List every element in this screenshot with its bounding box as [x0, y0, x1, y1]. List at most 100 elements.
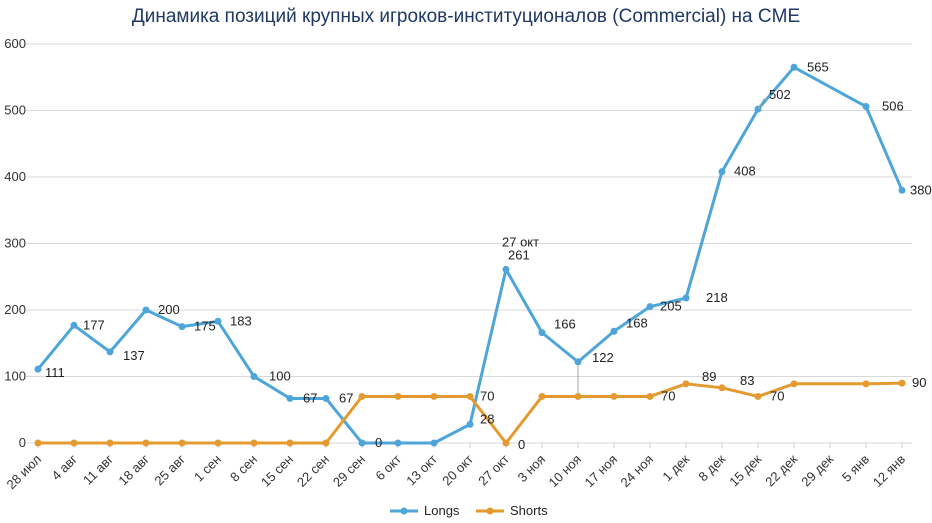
data-label-longs: 111 [45, 365, 65, 380]
data-label-longs: 100 [269, 369, 291, 384]
x-tick-label: 5 янв [839, 451, 872, 484]
x-tick-label: 17 ноя [582, 452, 621, 491]
data-label-longs: 28 [480, 411, 494, 426]
data-label-shorts: 90 [912, 375, 926, 390]
data-label-longs: 177 [83, 317, 105, 332]
data-point-shorts [106, 439, 114, 447]
y-tick-label: 0 [19, 435, 26, 450]
data-point-shorts [214, 439, 222, 447]
data-point-longs [466, 420, 474, 428]
data-label-shorts: 70 [480, 388, 494, 403]
data-point-shorts [718, 384, 726, 392]
data-point-longs [718, 168, 726, 176]
data-label-longs: 205 [660, 299, 682, 314]
x-tick-label: 11 авг [80, 451, 116, 487]
data-point-shorts [70, 439, 78, 447]
data-point-shorts [646, 392, 654, 400]
data-point-longs [790, 63, 798, 71]
data-point-longs [682, 294, 690, 302]
data-label-longs: 67 [303, 390, 317, 405]
x-tick-label: 18 авг [115, 451, 152, 488]
data-point-longs [286, 394, 294, 402]
data-label-longs: 218 [706, 290, 728, 305]
data-point-longs [34, 365, 42, 373]
data-label-shorts: 0 [518, 437, 525, 452]
x-tick-label: 25 авг [151, 451, 188, 488]
y-tick-label: 100 [4, 369, 26, 384]
data-point-shorts [574, 392, 582, 400]
legend-swatch-marker [400, 507, 408, 515]
data-point-shorts [322, 439, 330, 447]
data-point-longs [142, 306, 150, 314]
y-tick-label: 300 [4, 236, 26, 251]
legend-label: Shorts [510, 503, 548, 518]
data-point-longs [538, 329, 546, 337]
data-point-longs [394, 439, 402, 447]
data-point-longs [250, 373, 258, 380]
data-label-longs: 67 [339, 390, 353, 405]
data-point-shorts [358, 392, 366, 400]
x-tick-label: 12 янв [870, 451, 908, 489]
series-line-shorts [38, 381, 903, 445]
data-label-longs: 261 [508, 247, 530, 262]
data-label-longs: 166 [554, 317, 576, 332]
data-point-longs [214, 317, 222, 325]
data-point-longs [322, 394, 330, 402]
y-tick-label: 200 [4, 302, 26, 317]
data-point-shorts [754, 392, 762, 400]
data-point-shorts [538, 392, 546, 400]
data-point-longs [106, 348, 114, 356]
data-label-longs: 506 [882, 99, 904, 114]
x-tick-label: 24 ноя [618, 452, 657, 491]
data-point-shorts [682, 380, 690, 388]
x-tick-label: 22 сен [294, 452, 332, 490]
leader-line [757, 98, 768, 110]
data-point-longs [574, 358, 582, 366]
x-tick-label: 29 дек [798, 451, 836, 489]
x-tick-label: 3 ноя [515, 452, 548, 485]
x-tick-label: 13 окт [403, 451, 440, 488]
data-point-shorts [34, 439, 42, 447]
data-label-longs: 175 [194, 319, 216, 334]
data-point-shorts [394, 392, 402, 400]
data-label-longs: 408 [734, 164, 756, 179]
x-tick-label: 6 окт [372, 451, 404, 483]
data-label-shorts: 83 [740, 373, 754, 388]
data-point-longs [430, 439, 438, 447]
x-tick-label: 22 дек [762, 451, 800, 489]
chart-title: Динамика позиций крупных игроков-институ… [131, 6, 801, 27]
data-point-shorts [610, 392, 618, 400]
x-tick-label: 27 окт [475, 451, 512, 488]
data-label-longs: 137 [123, 348, 145, 363]
data-label-longs: 122 [592, 350, 614, 365]
data-point-longs [502, 265, 510, 273]
data-point-longs [610, 327, 618, 335]
data-point-longs [898, 186, 906, 194]
x-tick-label: 8 дек [695, 451, 728, 484]
data-label-longs: 0 [375, 435, 382, 450]
annotation-label: 27 окт [502, 234, 539, 249]
data-point-shorts [178, 439, 186, 447]
data-label-longs: 565 [807, 59, 829, 74]
data-label-longs: 200 [158, 302, 180, 317]
x-tick-label: 28 июл [4, 452, 45, 493]
data-point-longs [862, 103, 870, 111]
y-tick-label: 400 [4, 169, 26, 184]
series-line-longs [36, 65, 904, 445]
x-tick-label: 15 дек [726, 451, 764, 489]
y-tick-label: 500 [4, 103, 26, 118]
x-tick-label: 29 сен [330, 452, 368, 490]
data-point-longs [70, 321, 78, 329]
legend-label: Longs [424, 503, 460, 518]
legend-swatch-marker [486, 507, 494, 515]
data-label-shorts: 70 [770, 388, 784, 403]
x-tick-label: 4 авг [48, 451, 80, 483]
x-tick-label: 15 сен [258, 452, 296, 490]
data-point-longs [358, 439, 366, 447]
x-tick-label: 10 ноя [546, 452, 585, 491]
x-tick-label: 1 дек [659, 451, 692, 484]
data-point-shorts [430, 392, 438, 400]
data-point-longs [646, 303, 654, 311]
data-label-shorts: 89 [702, 369, 716, 384]
